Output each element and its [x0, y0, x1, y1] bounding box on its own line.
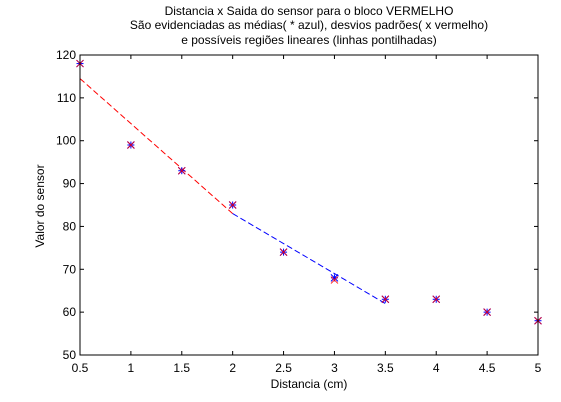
y-axis-ticks: 50 60 70 80 90 100 110 120 [56, 48, 538, 362]
y-axis-label: Valor do sensor [33, 164, 47, 247]
std-x-marker [330, 276, 339, 284]
x-tick-label: 3.5 [377, 361, 394, 375]
x-axis-label: Distancia (cm) [271, 377, 348, 391]
std-x-marker [483, 308, 491, 316]
x-tick-label: 0.5 [72, 361, 89, 375]
std-x-marker [432, 295, 441, 304]
std-x-marker [228, 201, 237, 209]
linear-region-line [232, 213, 386, 305]
series-markers [76, 59, 542, 325]
linear-region-line [79, 78, 233, 214]
x-tick-label: 1.5 [173, 361, 190, 375]
y-tick-label: 50 [63, 348, 77, 362]
title-line: São evidenciadas as médias( * azul), des… [130, 18, 488, 32]
x-tick-label: 4 [433, 361, 440, 375]
series-lines [79, 78, 386, 305]
std-x-marker [381, 295, 390, 304]
y-tick-label: 120 [56, 48, 76, 62]
std-x-marker [127, 141, 135, 149]
x-tick-label: 4.5 [479, 361, 496, 375]
x-axis-ticks: 0.5 1 1.5 2 2.5 3 3.5 4 4.5 5 [72, 55, 542, 375]
x-tick-label: 2.5 [275, 361, 292, 375]
y-tick-label: 60 [63, 305, 77, 319]
y-tick-label: 70 [63, 262, 77, 276]
x-tick-label: 1 [128, 361, 135, 375]
plot-area-frame [79, 54, 539, 356]
title-line: e possíveis regiões lineares (linhas pon… [181, 33, 436, 47]
y-tick-label: 110 [57, 91, 76, 105]
x-tick-label: 3 [331, 361, 338, 375]
x-tick-label: 5 [535, 361, 542, 375]
y-tick-label: 90 [63, 177, 77, 191]
title-line: Distancia x Saida do sensor para o bloco… [165, 4, 454, 18]
std-x-marker [279, 248, 288, 256]
chart-title: Distancia x Saida do sensor para o bloco… [130, 4, 488, 47]
y-tick-label: 80 [63, 219, 77, 233]
y-tick-label: 100 [56, 134, 76, 148]
std-x-marker [177, 166, 186, 175]
x-tick-label: 2 [229, 361, 236, 375]
